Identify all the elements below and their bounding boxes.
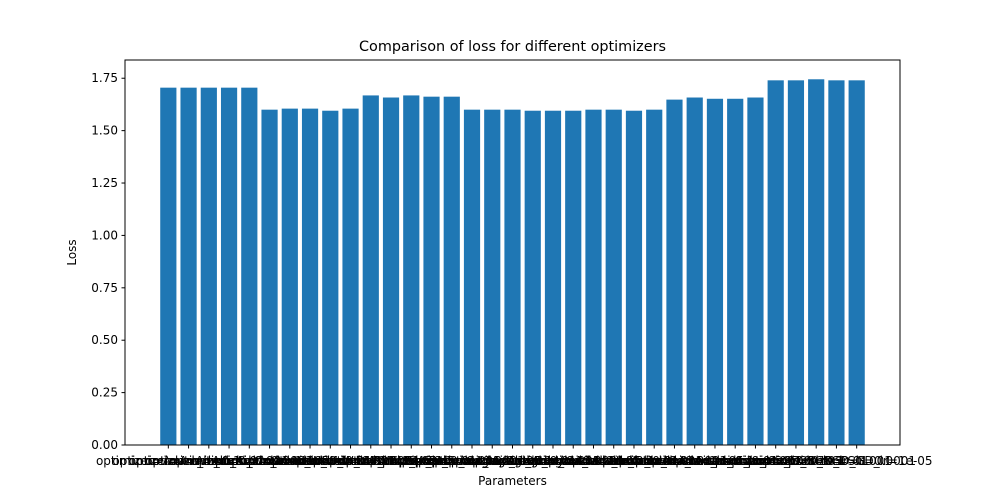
y-tick-label: 1.50	[91, 124, 118, 138]
bars-group	[160, 79, 865, 446]
bar	[200, 87, 217, 445]
x-axis-label: Parameters	[478, 474, 547, 488]
bar	[544, 110, 562, 445]
x-tick-label: optimizer=RMSprop_lr=0.01	[305, 454, 476, 468]
y-tick-label: 0.25	[91, 386, 118, 400]
x-tick-label: optimizer=SGD_lr=0.0001	[757, 454, 916, 468]
bar	[646, 109, 663, 446]
bar	[828, 80, 845, 445]
x-tick-label: optimizer=AdamW_lr=1e-05	[264, 454, 436, 468]
x-tick-label: optimizer=Adamax_lr=0.1	[595, 454, 754, 468]
x-tick-label: optimizer=Adam_lr=0.1	[96, 454, 241, 468]
bar	[605, 109, 622, 446]
y-tick-label: 0.50	[91, 333, 118, 347]
bar	[423, 96, 440, 446]
bar	[808, 79, 825, 446]
x-tick-label: optimizer=Adamax_lr=0.001	[628, 454, 802, 468]
y-axis-label: Loss	[65, 239, 79, 265]
bar	[301, 108, 319, 446]
x-tick-label: optimizer=Adam_lr=0.01	[112, 454, 264, 468]
y-tick-label: 1.25	[91, 176, 118, 190]
x-axis-ticks: optimizer=Adam_lr=0.1optimizer=Adam_lr=0…	[96, 445, 933, 468]
bar	[524, 110, 541, 445]
x-tick-label: optimizer=AdamW_lr=0.1	[191, 454, 348, 468]
x-tick-label: optimizer=SGD_lr=1e-05	[781, 454, 933, 468]
axes-frame	[124, 59, 901, 446]
x-tick-label: optimizer=Adadelta_lr=1e-05	[565, 454, 744, 468]
x-tick-label: optimizer=Adamax_lr=0.01	[611, 454, 778, 468]
x-tick-label: optimizer=Adagrad_lr=0.01	[408, 454, 576, 468]
bar	[220, 87, 238, 445]
bar	[666, 99, 683, 445]
bar	[261, 109, 278, 446]
x-tick-label: optimizer=Adam_lr=0.001	[129, 454, 289, 468]
x-tick-label: optimizer=Adam_lr=1e-05	[169, 454, 329, 468]
bar	[706, 98, 724, 445]
bar	[241, 87, 258, 445]
x-tick-label: optimizer=RMSprop_lr=0.1	[289, 454, 453, 468]
x-tick-label: optimizer=Adagrad_lr=0.0001	[441, 454, 625, 468]
bar	[686, 97, 703, 446]
x-tick-label: optimizer=Adagrad_lr=0.001	[425, 454, 601, 468]
bar	[180, 87, 197, 445]
bar	[281, 108, 298, 446]
y-axis-ticks: 0.00 0.25 0.50 0.75 1.00 1.25 1.50 1.75	[91, 71, 125, 452]
y-tick-label: 0.00	[91, 438, 118, 452]
bar	[484, 109, 501, 446]
x-tick-label: optimizer=Adagrad_lr=1e-05	[465, 454, 641, 468]
x-tick-label: optimizer=Adamax_lr=1e-05	[668, 454, 843, 468]
x-tick-label: optimizer=RMSprop_lr=1e-05	[362, 454, 541, 468]
bar	[463, 109, 481, 446]
bar	[565, 110, 582, 445]
bar	[747, 97, 764, 446]
x-tick-label: optimizer=RMSprop_lr=0.0001	[338, 454, 525, 468]
chart-title: Comparison of loss for different optimiz…	[359, 39, 666, 55]
x-tick-label: optimizer=SGD_lr=0.1	[708, 454, 844, 468]
x-tick-label: optimizer=AdamW_lr=0.0001	[241, 454, 421, 468]
bar	[585, 109, 602, 446]
x-tick-label: optimizer=Adadelta_lr=0.0001	[541, 454, 727, 468]
bar	[625, 110, 643, 445]
x-tick-label: optimizer=Adadelta_lr=0.001	[524, 454, 703, 468]
x-tick-label: optimizer=Adadelta_lr=0.01	[508, 454, 679, 468]
bar	[403, 95, 420, 445]
bar	[767, 80, 784, 445]
y-tick-label: 1.75	[91, 71, 118, 85]
x-tick-label: optimizer=Adamax_lr=0.0001	[644, 454, 826, 468]
bar	[160, 87, 177, 445]
bar	[848, 80, 865, 445]
x-tick-label: optimizer=AdamW_lr=0.001	[224, 454, 396, 468]
bar	[504, 109, 521, 446]
y-tick-label: 0.75	[91, 281, 118, 295]
x-tick-label: optimizer=Adagrad_lr=0.1	[392, 454, 553, 468]
x-tick-label: optimizer=AdamW_lr=0.01	[208, 454, 372, 468]
y-tick-label: 1.00	[91, 228, 118, 242]
bar	[322, 110, 339, 445]
x-tick-label: optimizer=Adam_lr=0.0001	[145, 454, 313, 468]
bar	[443, 96, 460, 446]
bar	[727, 98, 744, 445]
x-tick-label: optimizer=SGD_lr=0.001	[740, 454, 892, 468]
x-tick-label: optimizer=SGD_lr=0.01	[724, 454, 868, 468]
bar	[342, 108, 359, 446]
bar	[787, 80, 805, 445]
x-tick-label: optimizer=Adadelta_lr=0.1	[492, 454, 655, 468]
x-tick-label: optimizer=RMSprop_lr=0.001	[322, 454, 501, 468]
bar	[382, 97, 400, 446]
bar	[362, 95, 379, 445]
